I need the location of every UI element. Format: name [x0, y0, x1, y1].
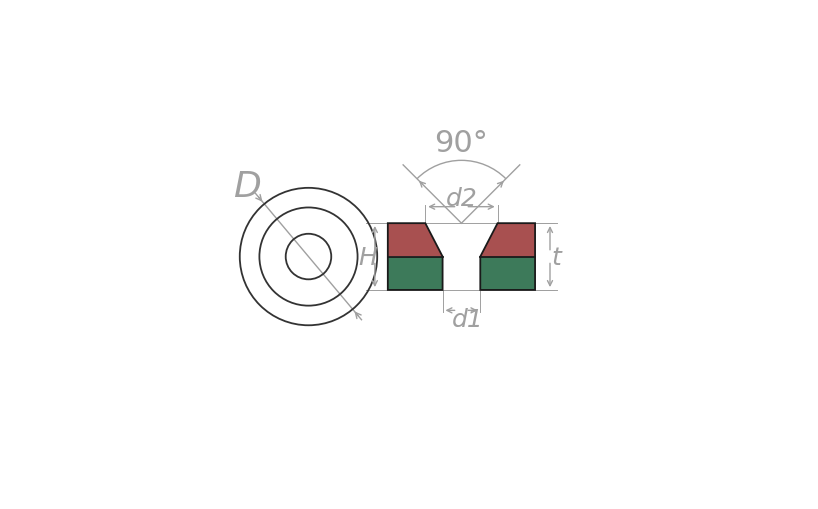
Text: 90°: 90°: [434, 129, 488, 158]
Polygon shape: [388, 257, 443, 290]
Text: D: D: [233, 170, 261, 204]
Text: d1: d1: [452, 307, 483, 331]
Text: d2: d2: [446, 187, 478, 211]
Text: H: H: [358, 245, 377, 269]
Polygon shape: [388, 224, 443, 257]
Text: t: t: [551, 245, 561, 269]
Polygon shape: [480, 257, 535, 290]
Polygon shape: [480, 224, 535, 257]
